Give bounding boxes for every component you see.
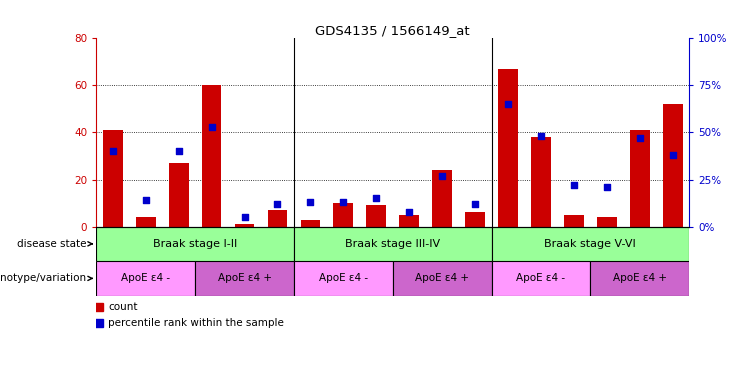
Bar: [465, 212, 485, 227]
Point: [502, 101, 514, 107]
Point: [370, 195, 382, 201]
Bar: [591, 261, 689, 296]
Point: [535, 133, 547, 139]
Bar: [96, 227, 294, 261]
Bar: [630, 130, 650, 227]
Point: [271, 201, 283, 207]
Bar: [432, 170, 452, 227]
Text: count: count: [108, 302, 138, 312]
Point: [436, 173, 448, 179]
Bar: [195, 261, 294, 296]
Bar: [294, 227, 491, 261]
Point: [239, 214, 250, 220]
Bar: [268, 210, 288, 227]
Point: [601, 184, 613, 190]
Bar: [531, 137, 551, 227]
Text: percentile rank within the sample: percentile rank within the sample: [108, 318, 284, 328]
Bar: [564, 215, 584, 227]
Bar: [169, 163, 188, 227]
Bar: [366, 205, 386, 227]
Bar: [491, 261, 591, 296]
Bar: [333, 203, 353, 227]
Text: Braak stage V-VI: Braak stage V-VI: [545, 239, 637, 249]
Point: [337, 199, 349, 205]
Text: ApoE ε4 -: ApoE ε4 -: [122, 273, 170, 283]
Point: [634, 135, 645, 141]
Bar: [491, 227, 689, 261]
Bar: [294, 261, 393, 296]
Text: ApoE ε4 +: ApoE ε4 +: [218, 273, 271, 283]
Bar: [96, 261, 195, 296]
Point: [206, 124, 218, 130]
Bar: [235, 224, 254, 227]
Bar: [662, 104, 682, 227]
Text: Braak stage I-II: Braak stage I-II: [153, 239, 237, 249]
Text: Braak stage III-IV: Braak stage III-IV: [345, 239, 440, 249]
Text: ApoE ε4 -: ApoE ε4 -: [516, 273, 565, 283]
Bar: [399, 215, 419, 227]
Text: ApoE ε4 +: ApoE ε4 +: [613, 273, 667, 283]
Bar: [393, 261, 491, 296]
Title: GDS4135 / 1566149_at: GDS4135 / 1566149_at: [316, 24, 470, 37]
Bar: [202, 86, 222, 227]
Point: [568, 182, 579, 188]
Text: disease state: disease state: [17, 239, 93, 249]
Bar: [103, 130, 123, 227]
Point: [140, 197, 152, 203]
Point: [403, 209, 415, 215]
Point: [469, 201, 481, 207]
Bar: [498, 69, 518, 227]
Text: genotype/variation: genotype/variation: [0, 273, 93, 283]
Text: ApoE ε4 +: ApoE ε4 +: [415, 273, 469, 283]
Text: ApoE ε4 -: ApoE ε4 -: [319, 273, 368, 283]
Bar: [136, 217, 156, 227]
Bar: [597, 217, 617, 227]
Point: [173, 148, 185, 154]
Point: [305, 199, 316, 205]
Point: [667, 152, 679, 158]
Bar: [301, 220, 320, 227]
Point: [107, 148, 119, 154]
